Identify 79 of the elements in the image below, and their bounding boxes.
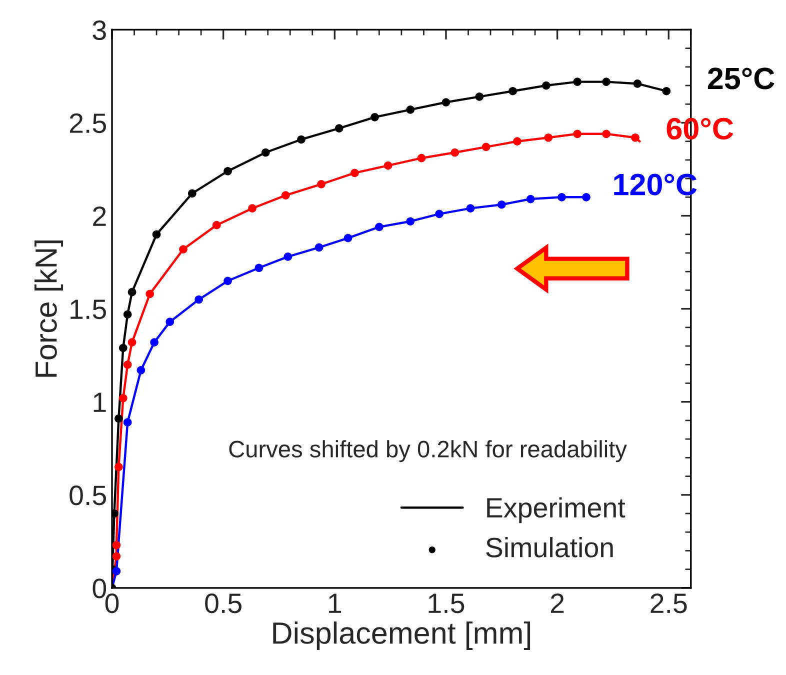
point (526, 194, 535, 204)
point (542, 81, 550, 90)
point (417, 154, 426, 162)
point (118, 344, 128, 352)
point (475, 92, 484, 101)
point (513, 137, 522, 146)
point (435, 210, 444, 218)
x-tick-label: 2.5 (650, 594, 687, 614)
point (212, 220, 221, 230)
y-tick-label: 2.5 (70, 113, 106, 134)
point (466, 204, 475, 212)
point (602, 78, 610, 86)
point (508, 86, 517, 96)
point (406, 106, 415, 114)
point (112, 552, 121, 560)
point (582, 193, 590, 202)
point (602, 130, 610, 138)
point (254, 264, 264, 272)
point (194, 295, 204, 304)
annotation: Curves shifted by 0.2kN for readability (229, 440, 627, 462)
point (350, 168, 359, 178)
point (375, 222, 384, 232)
point (188, 189, 196, 198)
point (450, 148, 460, 157)
point (497, 200, 506, 209)
point (136, 366, 146, 374)
point (544, 133, 553, 142)
point (406, 217, 415, 226)
point (150, 338, 158, 346)
point (118, 394, 128, 402)
point (166, 318, 174, 326)
y-tick-label: 1 (94, 392, 106, 412)
text: 25°C (708, 68, 774, 90)
point (370, 112, 379, 122)
point (114, 414, 123, 423)
y-tick-label: 3 (92, 20, 106, 40)
x-tick-label: 2 (550, 594, 564, 613)
point (146, 290, 154, 298)
point (123, 310, 132, 319)
point (112, 540, 121, 550)
point (123, 360, 132, 369)
x-axis-title: Displacement [mm] (273, 621, 530, 650)
y-axis-title: Force [kN] (34, 240, 63, 377)
point (662, 86, 671, 96)
y-tick-label: 1.5 (70, 300, 106, 320)
point (314, 243, 324, 252)
point (442, 98, 450, 106)
point (179, 245, 188, 254)
y-tick-label: 0.5 (70, 486, 106, 506)
y-tick-label: 0 (92, 578, 106, 598)
point (631, 133, 640, 142)
point (152, 230, 161, 239)
point (573, 130, 582, 138)
point (128, 338, 136, 346)
point (114, 462, 123, 472)
point (282, 191, 290, 200)
point (344, 234, 352, 242)
y-tick-label: 2 (93, 206, 106, 226)
x-tick-label: 0.5 (205, 594, 242, 614)
point (284, 252, 292, 261)
point (261, 148, 270, 157)
legend-label: Simulation (486, 537, 613, 558)
point (224, 166, 232, 176)
point (128, 288, 136, 296)
point (482, 142, 490, 152)
point (633, 79, 642, 88)
x-tick-label: 1.5 (428, 594, 464, 614)
point (317, 180, 326, 188)
point (334, 124, 344, 132)
point (112, 567, 121, 576)
x-tick-label: 1 (329, 594, 342, 613)
point (558, 193, 566, 202)
point (297, 135, 306, 144)
point (573, 78, 582, 86)
point (248, 204, 256, 212)
point (384, 161, 392, 170)
legend-label: Experiment (487, 497, 626, 524)
point (224, 276, 232, 286)
point (123, 418, 132, 426)
